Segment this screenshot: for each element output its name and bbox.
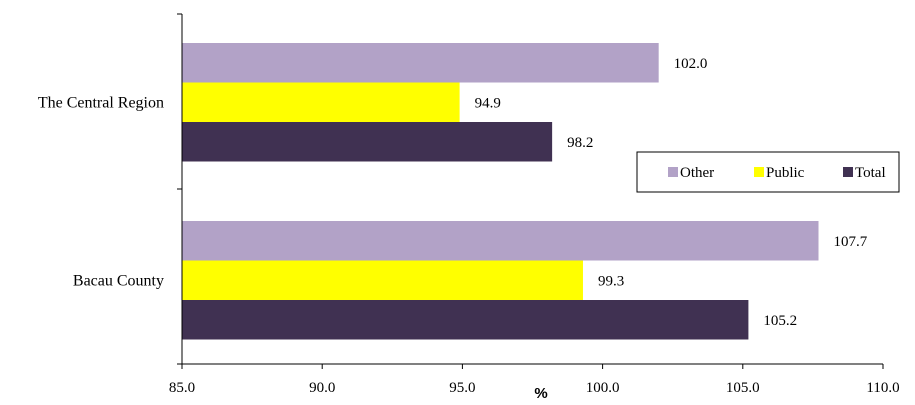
x-tick-label: 110.0 (866, 380, 899, 396)
legend-label-other: Other (680, 165, 714, 181)
bar-the-central-region-public (182, 82, 460, 122)
data-label-the-central-region-public: 94.9 (475, 95, 501, 111)
bar-bacau-county-public (182, 260, 583, 300)
x-tick-label: 95.0 (449, 380, 475, 396)
data-label-the-central-region-total: 98.2 (567, 135, 593, 151)
bar-the-central-region-other (182, 43, 659, 83)
category-label-bacau-county: Bacau County (73, 272, 164, 289)
data-label-bacau-county-public: 99.3 (598, 273, 624, 289)
legend-label-public: Public (766, 165, 805, 181)
legend: Other Public Total (636, 151, 900, 193)
bar-bacau-county-total (182, 300, 749, 340)
x-tick-label: 100.0 (586, 380, 620, 396)
legend-swatch-total (843, 167, 853, 177)
x-tick-label: 105.0 (726, 380, 760, 396)
legend-swatch-public (754, 167, 764, 177)
bar-bacau-county-other (182, 221, 819, 261)
bars-layer (182, 43, 819, 340)
data-label-bacau-county-other: 107.7 (834, 234, 868, 250)
x-tick-label: 85.0 (169, 380, 195, 396)
bar-the-central-region-total (182, 122, 553, 162)
data-label-bacau-county-total: 105.2 (763, 313, 797, 329)
data-label-the-central-region-other: 102.0 (674, 56, 708, 72)
x-axis-label: % (534, 385, 547, 400)
category-label-the-central-region: The Central Region (38, 94, 164, 111)
legend-box (636, 151, 900, 193)
legend-swatch-other (668, 167, 678, 177)
legend-label-total: Total (855, 165, 886, 181)
axes-layer (177, 13, 884, 369)
x-tick-label: 90.0 (309, 380, 335, 396)
labels-layer: 102.0 94.9 98.2 The Central Region 107.7 99.3… (38, 56, 900, 402)
